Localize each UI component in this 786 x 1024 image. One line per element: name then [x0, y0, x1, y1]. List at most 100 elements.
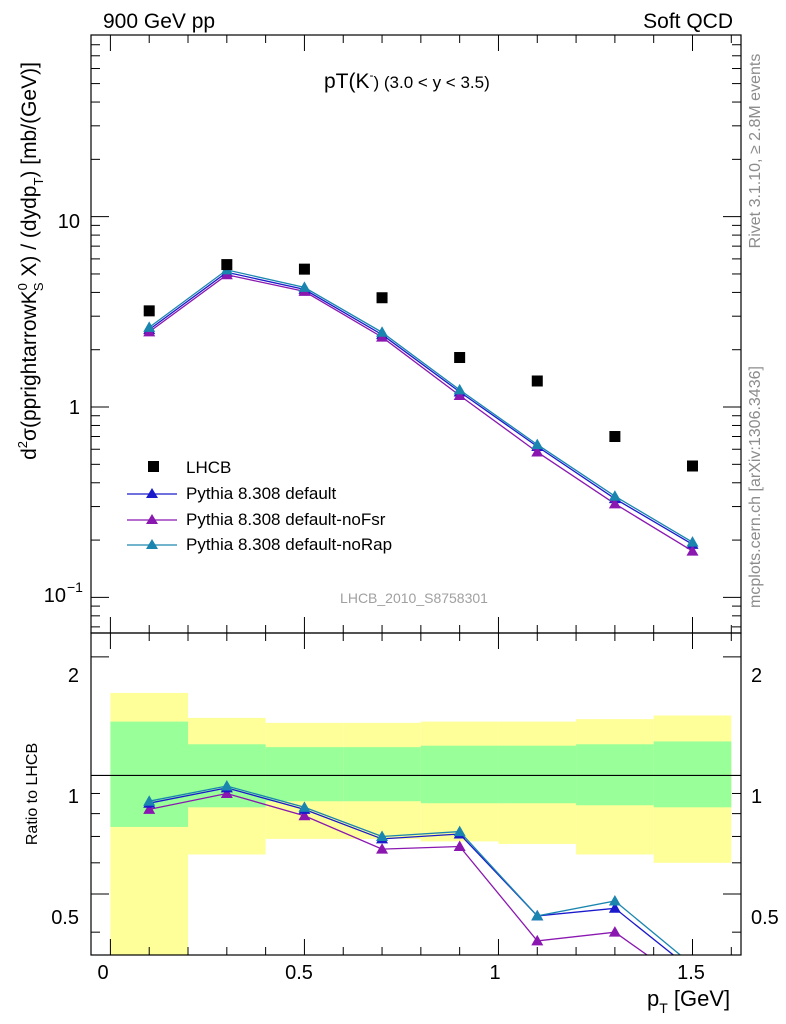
ratio-frame [90, 632, 742, 956]
chart-title-tail: ) (3.0 < y < 3.5) [374, 73, 490, 92]
ratio-y-tick-label-right-0-5: 0.5 [751, 907, 779, 929]
header-left: 900 GeV pp [103, 10, 215, 33]
ratio-y-axis-label: Ratio to LHCB [24, 743, 41, 845]
data-point-lhcb [221, 259, 233, 271]
legend-marker-nofsr [146, 514, 158, 524]
data-point-lhcb [609, 431, 621, 443]
series-line-default [148, 271, 693, 545]
legend-label-lhcb: LHCB [186, 458, 231, 477]
chart-title-main: pT(K [324, 70, 370, 93]
band-stat [498, 745, 577, 804]
data-point-nofsr [531, 446, 544, 457]
ratio-point-nofsr [608, 926, 621, 937]
band-stat [653, 741, 732, 808]
x-axis-label-sub: T [659, 1000, 668, 1016]
ratio-y-tick-label-2: 2 [68, 665, 79, 687]
y-tick-label-0-1-exp: −1 [67, 579, 83, 595]
rivet-label: Rivet 3.1.10, ≥ 2.8M events [747, 54, 764, 249]
y-tick-label-10: 10 [58, 211, 80, 233]
main-y-axis-label: d2σ(pprightarrowK0S X) / (dydpT) [mb/(Ge… [15, 62, 46, 460]
x-tick-label-0: 0 [97, 962, 108, 984]
main-panel: 10 1 10 −1 pT(K-) (3.0 < y < 3.5) d2σ(pp… [15, 34, 742, 634]
ratio-axis-ticks [91, 633, 741, 955]
ratio-point-nofsr [453, 840, 466, 852]
data-point-nofsr [453, 389, 466, 400]
ratio-point-nofsr [376, 843, 389, 854]
band-stat [420, 745, 499, 804]
ylabel-a-sup: 2 [15, 441, 30, 448]
ratio-y-tick-label-right-1: 1 [751, 786, 762, 808]
legend-label-norap: Pythia 8.308 default-noRap [186, 535, 392, 554]
ratio-point-nofsr [531, 934, 544, 946]
main-axis-ticks [91, 34, 741, 633]
band-stat [265, 747, 344, 802]
ylabel-c-sub: T [31, 178, 46, 186]
ylabel-b-sub: S [31, 282, 46, 291]
x-axis-label: pT [GeV] [647, 986, 730, 1016]
ratio-point-nofsr [298, 809, 311, 821]
data-point-nofsr [608, 497, 621, 509]
x-tick-label-1-5: 1.5 [677, 962, 705, 984]
ratio-point-norap [143, 795, 156, 806]
series-line-nofsr [148, 274, 693, 552]
ratio-point-nofsr [143, 803, 156, 814]
ratio-panel: 0.5 1 2 0.5 1 2 Ratio to LHCB 0 0.5 1 1.… [24, 632, 779, 1016]
data-point-lhcb [376, 292, 388, 304]
legend-label-default: Pythia 8.308 default [186, 484, 337, 503]
ratio-point-norap [220, 780, 233, 791]
x-axis-label-tail: [GeV] [668, 986, 730, 1011]
ratio-point-norap [376, 830, 389, 841]
data-point-norap [143, 321, 156, 332]
ratio-line-nofsr [149, 792, 649, 955]
data-point-norap [608, 490, 621, 501]
data-point-norap [453, 383, 466, 395]
data-point-norap [531, 438, 544, 450]
header-right: Soft QCD [643, 10, 733, 33]
x-tick-label-1: 1 [489, 962, 500, 984]
chart-title-sup: - [370, 68, 374, 82]
ratio-y-tick-label-right-2: 2 [751, 665, 762, 687]
ratio-point-norap [453, 825, 466, 837]
analysis-watermark: LHCB_2010_S8758301 [340, 590, 488, 606]
mcplots-label: mcplots.cern.ch [arXiv:1306.3436] [747, 366, 764, 608]
ratio-point-norap [298, 801, 311, 812]
legend: LHCB Pythia 8.308 default Pythia 8.308 d… [127, 458, 392, 554]
data-point-norap [686, 536, 699, 547]
ylabel-b-sup: 0 [15, 283, 30, 290]
ratio-point-norap [608, 894, 621, 906]
legend-label-nofsr: Pythia 8.308 default-noFsr [186, 510, 386, 529]
legend-marker-norap [146, 539, 158, 549]
ratio-point-nofsr [220, 787, 233, 798]
data-point-norap [298, 281, 311, 292]
legend-marker-lhcb [148, 461, 159, 472]
data-point-nofsr [686, 545, 699, 556]
ratio-series-group [143, 780, 682, 955]
chart-title: pT(K-) (3.0 < y < 3.5) [324, 68, 490, 93]
ratio-line-default [149, 787, 675, 955]
data-point-lhcb [143, 305, 155, 317]
ratio-y-tick-label-0-5: 0.5 [51, 907, 79, 929]
data-point-norap [376, 326, 389, 337]
data-point-lhcb [298, 263, 310, 275]
ratio-plot-area [91, 692, 741, 955]
ylabel-c: X) / (dydp [18, 186, 41, 283]
band-stat [343, 747, 421, 802]
y-tick-label-0-1-base: 10 [44, 585, 66, 607]
ratio-line-norap [149, 785, 682, 955]
x-axis-label-main: p [647, 986, 659, 1011]
y-tick-label-1: 1 [69, 397, 80, 419]
ylabel-a: d [18, 448, 41, 460]
ylabel-d: ) [mb/(GeV)] [18, 62, 41, 178]
ratio-point-default [608, 902, 621, 913]
ratio-y-tick-label-1: 1 [68, 786, 79, 808]
ylabel-b: σ(pprightarrowK [18, 290, 41, 441]
series-line-norap [148, 269, 693, 543]
band-stat [576, 744, 654, 806]
y-tick-label-0-1: 10 [44, 585, 66, 607]
data-point-lhcb [686, 460, 698, 472]
ratio-point-norap [531, 909, 544, 921]
data-point-lhcb [454, 352, 466, 364]
main-plot-area [143, 259, 699, 556]
data-point-lhcb [531, 375, 543, 387]
